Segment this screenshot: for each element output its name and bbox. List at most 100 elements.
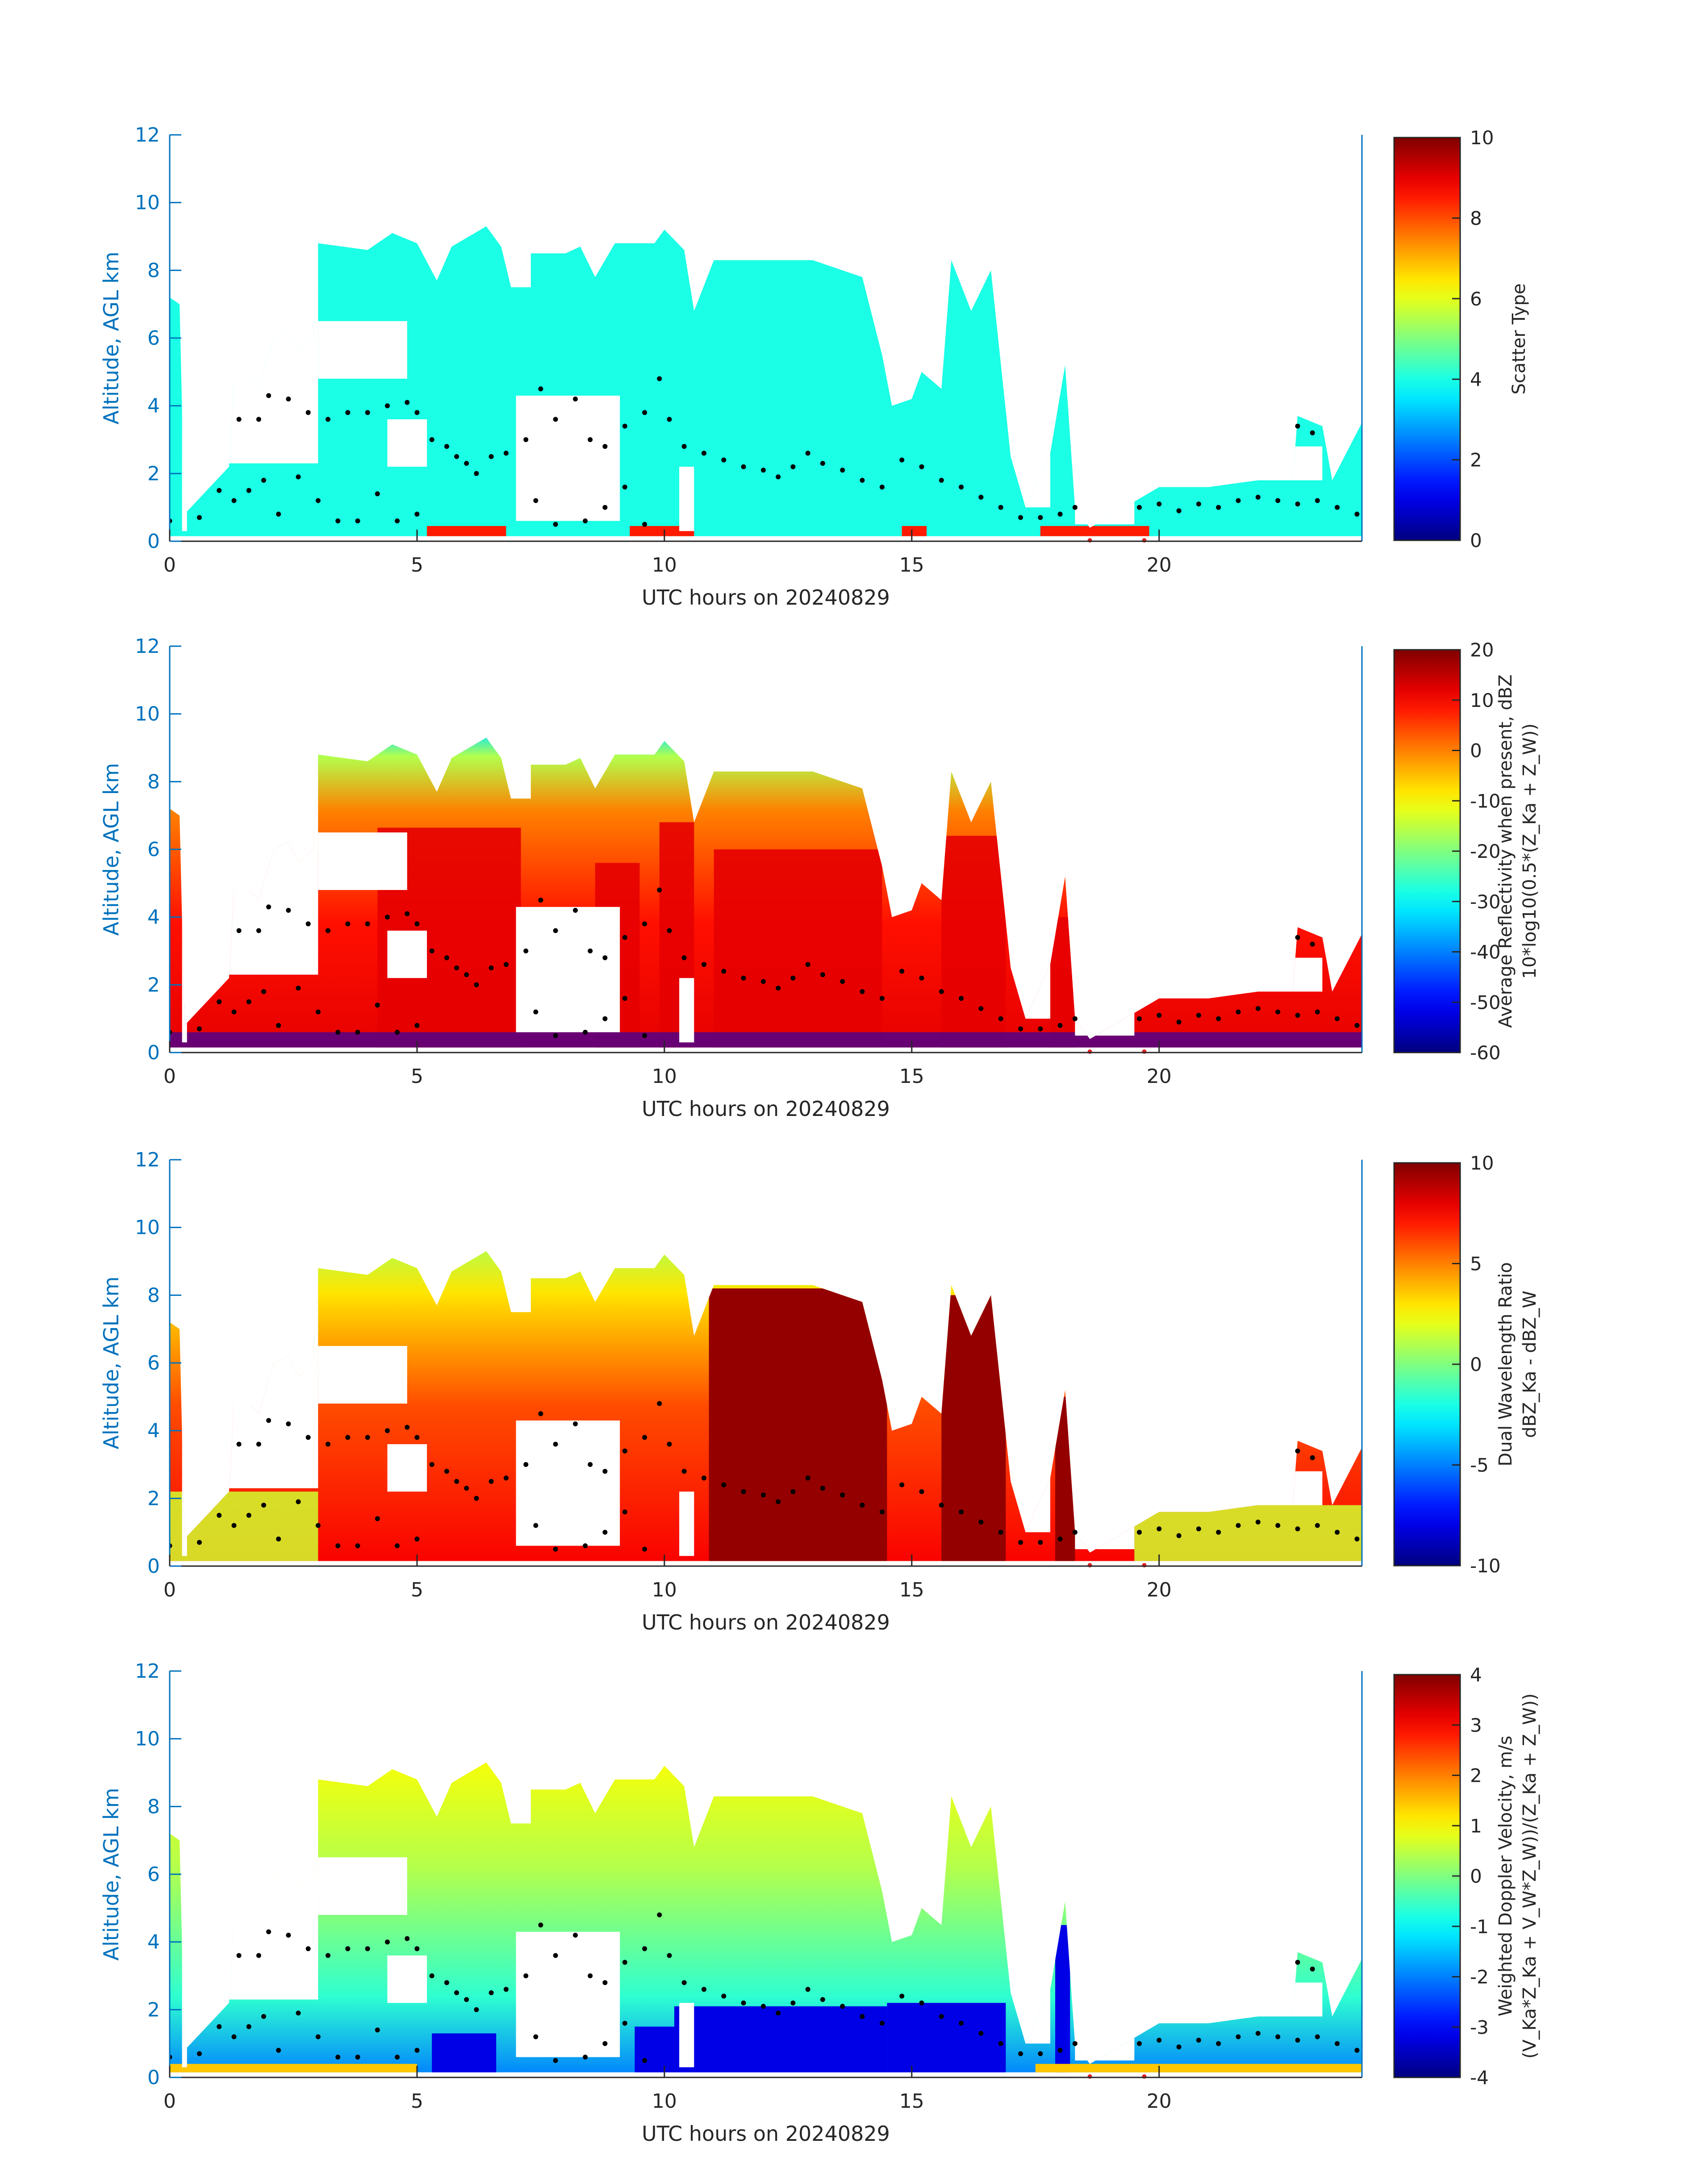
heatmap-field: [170, 1762, 1362, 2073]
marker-point: [533, 1009, 539, 1015]
marker-point: [296, 1499, 301, 1504]
x-tick-label: 10: [652, 1065, 677, 1088]
marker-point: [464, 1997, 469, 2002]
marker-point: [978, 1006, 984, 1011]
marker-point: [1057, 511, 1063, 517]
marker-point: [236, 1442, 242, 1447]
marker-point: [790, 975, 796, 981]
marker-point: [1216, 1016, 1221, 1021]
colorbar-tick-label: 2: [1470, 449, 1482, 471]
marker-point: [276, 2047, 281, 2053]
marker-point: [1072, 1529, 1077, 1535]
marker-point: [355, 1543, 360, 1548]
marker-point: [1216, 2041, 1221, 2046]
marker-point: [231, 498, 237, 503]
marker-point: [286, 908, 291, 913]
colorbar-tick-label: -10: [1470, 1555, 1501, 1577]
y-tick-label: 12: [135, 1660, 160, 1683]
y-tick-label: 2: [147, 1487, 160, 1510]
marker-point: [256, 928, 261, 933]
y-tick-label: 8: [147, 1795, 160, 1818]
marker-point: [503, 1987, 509, 1992]
y-tick-label: 8: [147, 259, 160, 282]
marker-point: [805, 1475, 810, 1481]
x-tick-label: 20: [1147, 1579, 1172, 1601]
marker-point: [681, 1469, 687, 1474]
marker-point: [429, 949, 434, 953]
marker-point: [899, 457, 905, 463]
marker-point: [385, 915, 390, 920]
marker-point: [261, 1503, 266, 1508]
colorbar-title: (V_Ka*Z_Ka + V_W*Z_W))/(Z_Ka + Z_W)): [1520, 1693, 1540, 2059]
colorbar-title: 10*log10(0.5*(Z_Ka + Z_W)): [1520, 723, 1540, 979]
colorbar-tick-label: -3: [1470, 2016, 1489, 2038]
colorbar-tick-label: -2: [1470, 1966, 1489, 1988]
marker-point: [414, 1435, 420, 1440]
marker-point: [959, 1509, 964, 1515]
marker-point: [395, 518, 400, 523]
marker-point: [503, 1475, 509, 1481]
colorbar-tick-label: 1: [1470, 1815, 1482, 1837]
marker-point: [588, 949, 593, 953]
marker-point: [622, 996, 627, 1001]
marker-point: [978, 1519, 984, 1525]
colorbar-tick-label: -5: [1470, 1454, 1489, 1476]
marker-point: [385, 1428, 390, 1433]
marker-point: [1335, 1016, 1340, 1021]
marker-point: [345, 1435, 351, 1440]
marker-point: [1018, 1026, 1023, 1032]
marker-point: [588, 1462, 593, 1467]
marker-point: [489, 1990, 494, 1995]
marker-point: [523, 1973, 529, 1978]
marker-point: [1315, 2034, 1320, 2039]
colorbar-tick-label: 8: [1470, 207, 1482, 229]
marker-point: [790, 464, 796, 469]
marker-point: [602, 1980, 608, 1985]
colorbar-tick-label: 0: [1470, 1865, 1482, 1887]
marker-point: [1295, 1960, 1300, 1965]
colorbar-scatter-type: 0 2 4 6 8 10 Scatter Type: [1393, 127, 1529, 552]
colorbar-tick-label: 0: [1470, 530, 1482, 552]
colorbar-tick-label: 6: [1470, 288, 1482, 310]
x-tick-label: 10: [652, 2090, 677, 2113]
colorbar-tick-label: 10: [1470, 689, 1494, 711]
marker-point: [444, 444, 449, 449]
marker-point: [355, 1030, 360, 1035]
marker-point: [474, 2007, 479, 2012]
marker-point: [919, 2000, 924, 2006]
x-tick-label: 20: [1147, 554, 1172, 577]
marker-point: [444, 1469, 449, 1474]
colorbar-tick-label: -4: [1470, 2067, 1489, 2089]
marker-point: [385, 403, 390, 409]
marker-point: [197, 2051, 202, 2056]
y-tick-label: 4: [147, 1420, 160, 1442]
marker-point: [1295, 423, 1300, 429]
marker-point: [622, 485, 627, 490]
marker-point: [642, 2058, 647, 2063]
marker-point: [702, 1475, 706, 1481]
marker-point: [573, 908, 578, 913]
marker-point: [840, 1492, 845, 1498]
marker-point: [583, 1030, 588, 1035]
y-tick-label: 2: [147, 462, 160, 485]
marker-point: [246, 1513, 251, 1518]
marker-point: [236, 1953, 242, 1958]
marker-point: [642, 522, 647, 527]
marker-point: [355, 2055, 360, 2060]
marker-point: [553, 1442, 558, 1447]
marker-point: [345, 921, 351, 927]
marker-point: [296, 474, 301, 480]
heatmap-field: [170, 226, 1362, 536]
marker-point: [217, 2024, 222, 2029]
x-tick-label: 0: [163, 1579, 176, 1601]
marker-point: [573, 1421, 578, 1426]
marker-point: [602, 1469, 608, 1474]
marker-point: [573, 397, 578, 401]
y-axis-title: Altitude, AGL km: [99, 1788, 123, 1960]
marker-point: [395, 1030, 400, 1035]
marker-point: [276, 1023, 281, 1028]
marker-point: [998, 1529, 1003, 1535]
marker-point: [405, 400, 410, 405]
marker-point: [602, 444, 608, 449]
melting-layer-markers: [170, 1912, 1360, 2063]
